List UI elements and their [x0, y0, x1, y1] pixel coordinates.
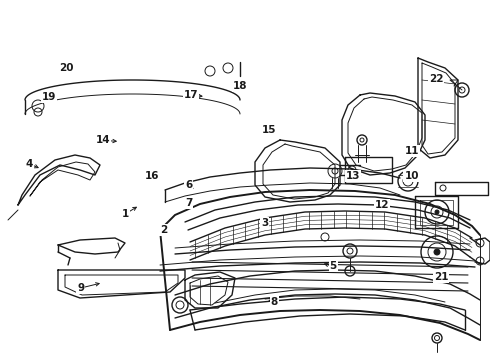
Text: 3: 3 [261, 218, 268, 228]
Text: 19: 19 [42, 92, 56, 102]
Text: 12: 12 [375, 200, 390, 210]
Text: 6: 6 [185, 180, 192, 190]
Text: 20: 20 [59, 63, 74, 73]
Text: 9: 9 [77, 283, 84, 293]
Text: 5: 5 [330, 261, 337, 271]
Text: 2: 2 [161, 225, 168, 235]
Text: 11: 11 [404, 146, 419, 156]
Text: 13: 13 [345, 171, 360, 181]
Text: 15: 15 [262, 125, 277, 135]
Text: 14: 14 [96, 135, 110, 145]
Text: 22: 22 [429, 74, 443, 84]
Text: 18: 18 [233, 81, 247, 91]
Text: 4: 4 [25, 159, 33, 169]
Text: 21: 21 [434, 272, 448, 282]
Circle shape [434, 249, 440, 255]
Text: 17: 17 [184, 90, 198, 100]
Text: 7: 7 [185, 198, 193, 208]
Text: 10: 10 [404, 171, 419, 181]
Text: 1: 1 [122, 209, 128, 219]
Text: 16: 16 [145, 171, 159, 181]
Circle shape [435, 210, 439, 214]
Text: 8: 8 [271, 297, 278, 307]
